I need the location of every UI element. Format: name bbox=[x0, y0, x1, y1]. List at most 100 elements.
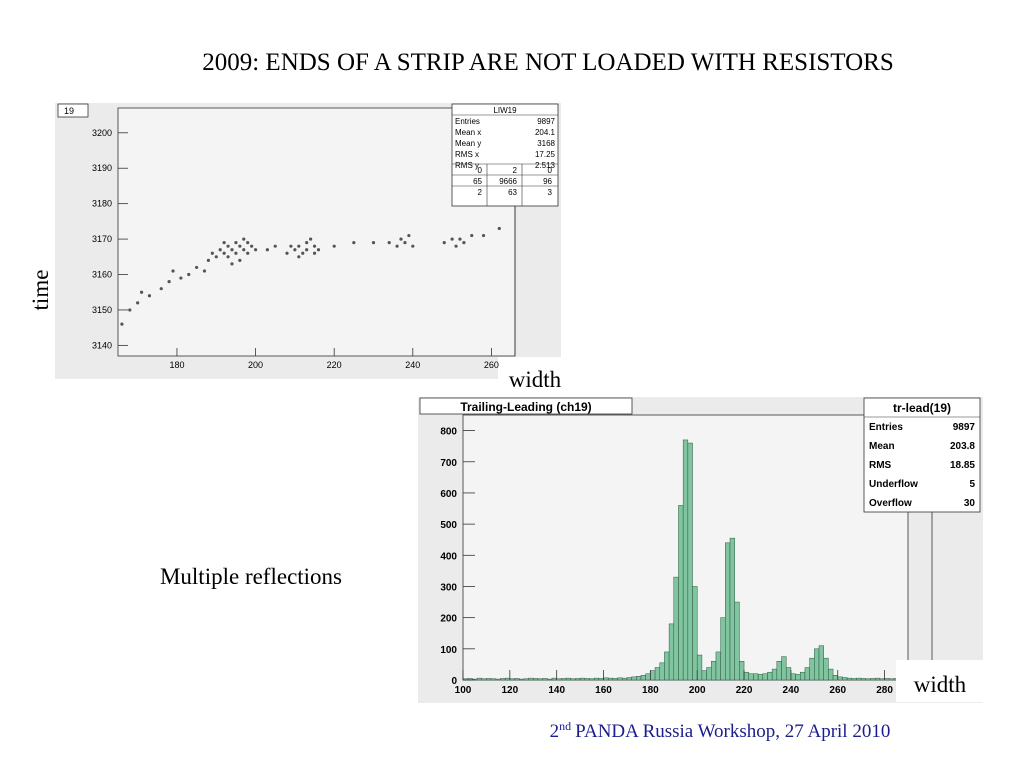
bar bbox=[842, 677, 848, 681]
point bbox=[226, 255, 230, 259]
point bbox=[246, 241, 250, 245]
note: Multiple reflections bbox=[160, 564, 342, 589]
point bbox=[218, 248, 222, 252]
bar bbox=[650, 670, 656, 681]
stats-cell: 96 bbox=[543, 177, 552, 186]
bar bbox=[500, 678, 506, 681]
title-box bbox=[419, 397, 633, 415]
bar bbox=[762, 673, 768, 681]
bar bbox=[823, 657, 829, 681]
point bbox=[230, 248, 234, 252]
bar bbox=[715, 651, 721, 681]
tab-label: 19 bbox=[64, 106, 74, 116]
point bbox=[246, 251, 250, 255]
bar bbox=[706, 667, 712, 681]
x-tick-label: 220 bbox=[736, 685, 753, 696]
point bbox=[234, 251, 238, 255]
bar bbox=[889, 678, 895, 681]
point bbox=[399, 237, 403, 241]
bar bbox=[874, 677, 881, 681]
point bbox=[222, 251, 226, 255]
point bbox=[352, 241, 356, 245]
y-tick-label: 3140 bbox=[92, 340, 112, 350]
y-tick-label: 400 bbox=[440, 551, 457, 562]
point bbox=[139, 290, 144, 294]
stats-cell: 65 bbox=[473, 177, 482, 186]
bar bbox=[785, 667, 792, 681]
stats-value: 204.1 bbox=[535, 128, 556, 137]
x-tick-label: 100 bbox=[455, 685, 472, 696]
bar bbox=[809, 657, 815, 681]
bar bbox=[743, 671, 749, 681]
bar bbox=[593, 677, 600, 681]
bar bbox=[584, 678, 590, 681]
stats-key: Underflow bbox=[869, 479, 918, 490]
point bbox=[147, 294, 152, 298]
point bbox=[159, 287, 163, 291]
stats-key: Overflow bbox=[869, 498, 912, 509]
y-tick-label: 3180 bbox=[92, 199, 112, 209]
y-tick-label: 3150 bbox=[92, 305, 112, 315]
stats-box bbox=[451, 103, 559, 207]
bar bbox=[776, 661, 782, 681]
x-tick-label: 140 bbox=[548, 685, 565, 696]
y-tick-label: 0 bbox=[451, 676, 457, 687]
stats-value: 203.8 bbox=[950, 441, 975, 452]
y-tick-label: 700 bbox=[440, 458, 457, 469]
bar bbox=[565, 677, 571, 681]
bar bbox=[589, 678, 595, 681]
point bbox=[242, 248, 246, 252]
stats-key: Mean y bbox=[455, 139, 481, 148]
x-tick-label: 180 bbox=[169, 360, 184, 370]
x-tick-label: 280 bbox=[876, 685, 893, 696]
point bbox=[210, 251, 214, 255]
point bbox=[481, 233, 486, 238]
bar bbox=[603, 677, 609, 681]
bar bbox=[711, 661, 717, 681]
stats-value: 5 bbox=[969, 479, 975, 490]
bar bbox=[800, 671, 806, 681]
bar bbox=[678, 505, 684, 681]
point bbox=[226, 244, 230, 248]
bar bbox=[781, 656, 787, 681]
point bbox=[238, 244, 242, 248]
point bbox=[293, 248, 297, 252]
bar bbox=[687, 442, 693, 681]
point bbox=[458, 237, 462, 241]
bar bbox=[598, 678, 604, 681]
y-tick-label: 600 bbox=[440, 489, 457, 500]
bar bbox=[528, 677, 534, 681]
bar bbox=[734, 601, 740, 681]
x-tick-label: 160 bbox=[595, 685, 612, 696]
stats-key: Mean x bbox=[455, 128, 481, 137]
point bbox=[497, 226, 501, 231]
stats-title: LIW19 bbox=[493, 106, 517, 115]
point bbox=[195, 265, 199, 270]
point bbox=[202, 269, 207, 273]
bar bbox=[879, 678, 885, 681]
bar bbox=[561, 678, 567, 681]
stats-value: 18.85 bbox=[950, 460, 975, 471]
y-tick-label: 3190 bbox=[92, 163, 112, 173]
stats-key: RMS x bbox=[455, 150, 479, 159]
point bbox=[285, 251, 289, 255]
stats-value: 9897 bbox=[537, 117, 555, 126]
footer-sup: nd bbox=[559, 719, 571, 733]
y-tick-label: 500 bbox=[440, 520, 457, 531]
bar bbox=[720, 617, 726, 681]
bar bbox=[509, 678, 515, 681]
x-tick-label: 180 bbox=[642, 685, 659, 696]
x-tick-label: 200 bbox=[248, 360, 263, 370]
stats-key: Mean bbox=[869, 441, 895, 452]
point bbox=[450, 237, 454, 241]
bar bbox=[753, 673, 759, 681]
point bbox=[250, 244, 254, 248]
bar bbox=[851, 678, 857, 681]
bar bbox=[870, 678, 876, 681]
bar bbox=[767, 671, 773, 681]
footer-number: 2 bbox=[550, 721, 560, 742]
bar bbox=[490, 678, 497, 681]
tab bbox=[57, 103, 89, 118]
